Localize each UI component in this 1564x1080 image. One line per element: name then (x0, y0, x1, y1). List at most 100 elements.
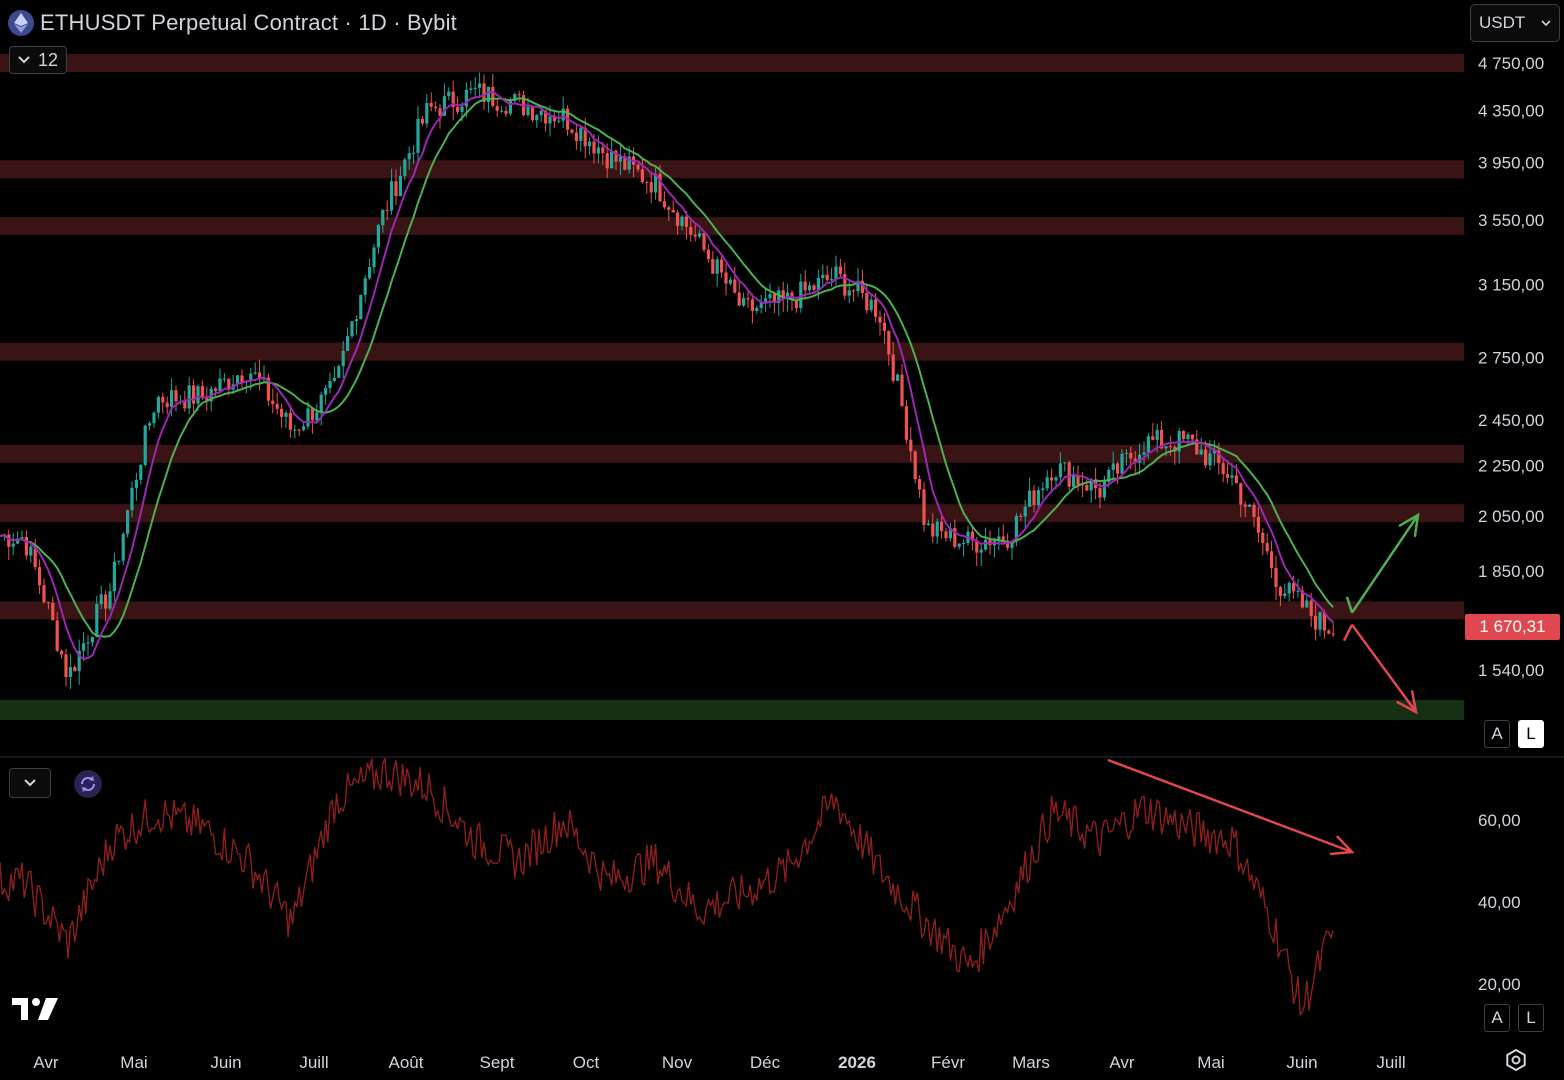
candle-body (280, 408, 284, 417)
tradingview-logo-icon[interactable] (12, 996, 60, 1027)
candle-body (1054, 477, 1058, 481)
candle-body (1300, 590, 1304, 608)
candle-body (878, 316, 882, 323)
rsi-axis-tick: 20,00 (1478, 975, 1521, 994)
candle-body (398, 175, 402, 197)
candle-body (808, 285, 812, 291)
log-scale-button[interactable]: L (1518, 720, 1544, 748)
candle-body (68, 667, 72, 678)
rsi-downtrend-arrow[interactable] (1107, 758, 1355, 856)
candle-body (284, 412, 288, 417)
candle-body (918, 479, 922, 490)
candle-body (51, 602, 55, 621)
candle-body (684, 216, 688, 227)
time-axis-tick: 2026 (838, 1053, 876, 1072)
candle-body (794, 300, 798, 309)
candle-body (1138, 454, 1142, 463)
candle-body (618, 156, 622, 162)
candle-body (1221, 463, 1225, 475)
candle-body (275, 403, 279, 409)
candle-body (55, 620, 59, 651)
down-arrow[interactable] (1350, 623, 1418, 715)
candle-body (20, 536, 24, 539)
candle-body (82, 643, 86, 651)
candle-body (513, 94, 517, 101)
candle-body (931, 523, 935, 537)
candle-body (605, 153, 609, 169)
chevron-down-icon (1541, 19, 1551, 26)
candle-body (434, 106, 438, 109)
price-axis-tick: 4 350,00 (1478, 101, 1544, 120)
candle-body (508, 100, 512, 114)
candle-body (724, 272, 728, 284)
rsi-log-scale-button[interactable]: L (1518, 1004, 1544, 1032)
candle-body (139, 464, 143, 480)
up-arrow[interactable] (1350, 512, 1420, 614)
candle-body (1151, 436, 1155, 440)
candle-body (1199, 449, 1203, 455)
candle-body (1164, 446, 1168, 449)
candle-body (962, 543, 966, 545)
candle-body (583, 127, 587, 147)
candle-body (957, 543, 961, 547)
rsi-collapse-button[interactable] (9, 768, 51, 798)
candle-body (970, 531, 974, 541)
price-axis-tick: 1 540,00 (1478, 661, 1544, 680)
candle-body (346, 336, 350, 351)
candle-body (86, 642, 90, 644)
candle-body (486, 86, 490, 102)
candle-body (1102, 481, 1106, 498)
candle-body (95, 603, 99, 637)
settings-icon[interactable] (1504, 1048, 1528, 1077)
candle-body (640, 169, 644, 182)
indicators-collapse-button[interactable]: 12 (9, 46, 67, 74)
candle-body (1309, 600, 1313, 616)
time-axis-tick: Nov (662, 1053, 693, 1072)
time-axis-tick: Juill (1376, 1053, 1405, 1072)
candle-body (588, 141, 592, 147)
candle-body (108, 591, 112, 609)
candle-body (504, 110, 508, 114)
candle-body (1287, 582, 1291, 594)
rsi-axis-tick: 60,00 (1478, 811, 1521, 830)
candle-body (390, 181, 394, 211)
candle-body (222, 378, 226, 380)
candle-body (447, 91, 451, 97)
candle-body (702, 233, 706, 250)
candle-body (812, 285, 816, 290)
candle-body (856, 280, 860, 292)
candle-body (249, 373, 253, 381)
candle-body (852, 290, 856, 292)
currency-select[interactable]: USDT (1470, 4, 1560, 42)
resistance-zone (0, 504, 1464, 523)
candle-body (429, 103, 433, 107)
candle-body (693, 234, 697, 237)
price-axis-tick: 2 750,00 (1478, 349, 1544, 368)
candle-body (368, 267, 372, 279)
candle-body (896, 374, 900, 381)
candle-body (1252, 504, 1256, 517)
candle-body (143, 425, 147, 465)
candle-body (117, 560, 121, 562)
candle-body (310, 408, 314, 421)
candle-body (288, 412, 292, 430)
candle-body (671, 209, 675, 213)
candle-body (1226, 474, 1230, 478)
candle-body (1124, 452, 1128, 454)
symbol-title[interactable]: ETHUSDT Perpetual Contract · 1D · Bybit (40, 10, 457, 35)
candle-body (196, 386, 200, 404)
candle-body (416, 118, 420, 153)
candle-body (834, 266, 838, 280)
candle-body (460, 106, 464, 112)
candle-body (953, 527, 957, 547)
candle-body (126, 510, 130, 534)
candle-body (90, 636, 94, 643)
candle-body (227, 378, 231, 390)
candle-body (816, 277, 820, 290)
auto-scale-button[interactable]: A (1484, 720, 1510, 748)
rsi-auto-scale-button[interactable]: A (1484, 1004, 1510, 1032)
candle-body (1076, 475, 1080, 485)
candle-body (997, 536, 1001, 541)
refresh-icon[interactable] (74, 770, 102, 798)
